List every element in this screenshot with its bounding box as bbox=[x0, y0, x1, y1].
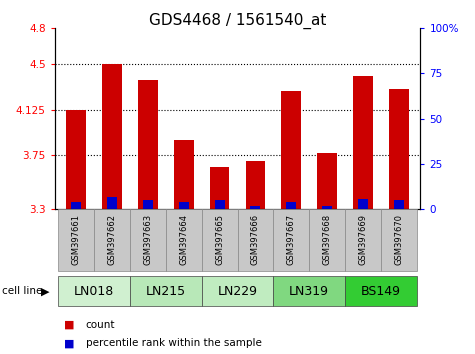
Text: GSM397664: GSM397664 bbox=[179, 214, 188, 266]
Bar bbox=[309, 209, 345, 271]
Bar bbox=[238, 209, 273, 271]
Bar bbox=[394, 200, 404, 209]
Text: percentile rank within the sample: percentile rank within the sample bbox=[86, 338, 261, 348]
Bar bbox=[143, 200, 153, 209]
Bar bbox=[138, 80, 158, 209]
Bar bbox=[71, 202, 81, 209]
Bar bbox=[345, 209, 381, 271]
Text: cell line: cell line bbox=[2, 286, 43, 296]
Bar bbox=[381, 209, 417, 271]
Text: GSM397665: GSM397665 bbox=[215, 214, 224, 266]
Bar bbox=[209, 167, 229, 209]
Bar bbox=[58, 209, 94, 271]
Bar bbox=[246, 161, 266, 209]
Text: GSM397661: GSM397661 bbox=[72, 214, 81, 266]
Text: GSM397669: GSM397669 bbox=[359, 214, 368, 266]
Bar bbox=[273, 209, 309, 271]
Bar bbox=[273, 276, 345, 306]
Text: GSM397662: GSM397662 bbox=[107, 214, 116, 266]
Bar bbox=[322, 206, 332, 209]
Bar bbox=[107, 197, 117, 209]
Bar bbox=[250, 206, 260, 209]
Bar bbox=[358, 199, 368, 209]
Text: GSM397670: GSM397670 bbox=[394, 214, 403, 266]
Bar bbox=[130, 276, 202, 306]
Bar bbox=[202, 276, 273, 306]
Text: ▶: ▶ bbox=[41, 286, 49, 296]
Text: GSM397663: GSM397663 bbox=[143, 214, 152, 266]
Text: ■: ■ bbox=[64, 338, 75, 348]
Text: GSM397668: GSM397668 bbox=[323, 214, 332, 266]
Text: LN018: LN018 bbox=[74, 285, 114, 298]
Text: ■: ■ bbox=[64, 320, 75, 330]
Text: GSM397666: GSM397666 bbox=[251, 214, 260, 266]
Text: count: count bbox=[86, 320, 115, 330]
Bar bbox=[286, 202, 296, 209]
Bar bbox=[58, 276, 130, 306]
Bar bbox=[130, 209, 166, 271]
Text: LN215: LN215 bbox=[146, 285, 186, 298]
Bar bbox=[174, 140, 194, 209]
Bar bbox=[215, 200, 225, 209]
Bar bbox=[202, 209, 238, 271]
Bar bbox=[389, 88, 408, 209]
Bar bbox=[66, 110, 86, 209]
Bar bbox=[353, 76, 373, 209]
Text: GSM397667: GSM397667 bbox=[287, 214, 296, 266]
Bar bbox=[317, 154, 337, 209]
Text: LN319: LN319 bbox=[289, 285, 329, 298]
Bar bbox=[94, 209, 130, 271]
Bar bbox=[179, 202, 189, 209]
Text: BS149: BS149 bbox=[361, 285, 401, 298]
Text: LN229: LN229 bbox=[218, 285, 257, 298]
Bar bbox=[102, 64, 122, 209]
Bar bbox=[345, 276, 417, 306]
Bar bbox=[281, 91, 301, 209]
Bar bbox=[166, 209, 202, 271]
Text: GDS4468 / 1561540_at: GDS4468 / 1561540_at bbox=[149, 12, 326, 29]
